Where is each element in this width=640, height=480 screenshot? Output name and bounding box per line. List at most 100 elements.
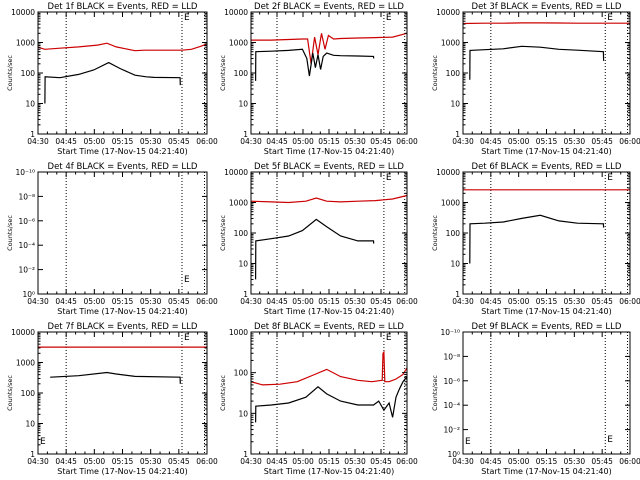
y-axis-label: Counts/sec — [431, 55, 439, 91]
x-axis-label: Start Time (17-Nov-15 04:21:40) — [481, 467, 611, 476]
y-tick-label: 1000 — [229, 199, 248, 208]
y-tick-label: 10⁻¹⁰ — [440, 328, 460, 337]
y-tick-label: 10⁻⁴ — [18, 241, 35, 250]
x-tick-label: 05:30 — [564, 297, 586, 306]
y-axis-label: Counts/sec — [6, 215, 14, 251]
x-axis-label: Start Time (17-Nov-15 04:21:40) — [264, 467, 394, 476]
x-tick-label: 04:45 — [266, 297, 288, 306]
y-tick-label: 10⁻¹⁰ — [15, 168, 35, 177]
y-tick-label: 10 — [238, 260, 248, 269]
x-tick-label: 05:15 — [318, 457, 340, 466]
y-tick-label: 10 — [25, 420, 35, 429]
events-series-line — [44, 61, 181, 104]
x-tick-label: 06:00 — [619, 297, 640, 306]
chart-panel-8: Det 8f BLACK = Events, RED = LLD 1 10 100 10… — [219, 322, 418, 476]
x-tick-label: 04:30 — [240, 137, 262, 146]
y-tick-label: 10 — [25, 100, 35, 109]
y-tick-label: 1000 — [16, 359, 35, 368]
marker-e: E — [607, 435, 613, 445]
y-tick-label: 10 — [450, 100, 460, 109]
x-tick-label: 05:00 — [84, 457, 106, 466]
x-axis-label: Start Time (17-Nov-15 04:21:40) — [57, 467, 187, 476]
y-tick-label: 1 — [455, 290, 460, 299]
chart-panel-9: Det 9f BLACK = Events, RED = LLD 10⁰ 10⁻² 1… — [431, 322, 640, 476]
y-axis-label: Counts/sec — [431, 375, 439, 411]
x-tick-label: 04:30 — [452, 137, 474, 146]
x-tick-label: 05:00 — [292, 137, 314, 146]
x-tick-label: 04:30 — [240, 297, 262, 306]
x-tick-label: 05:30 — [140, 137, 162, 146]
chart-title: Det 9f BLACK = Events, RED = LLD — [472, 322, 622, 332]
x-tick-label: 04:45 — [266, 137, 288, 146]
y-tick-label: 1000 — [441, 199, 460, 208]
y-tick-label: 10⁰ — [447, 450, 460, 459]
x-tick-label: 05:15 — [536, 297, 558, 306]
y-tick-label: 1 — [243, 450, 248, 459]
events-series-line — [49, 371, 181, 384]
y-axis-label: Counts/sec — [219, 55, 227, 91]
x-tick-label: 06:00 — [396, 137, 418, 146]
chart-panel-1: Det 1f BLACK = Events, RED = LLD 1 10 100 10… — [6, 2, 218, 156]
x-tick-label: 06:00 — [619, 137, 640, 146]
y-tick-label: 10 — [238, 100, 248, 109]
marker-e: E — [40, 437, 46, 447]
x-tick-label: 05:30 — [564, 137, 586, 146]
x-tick-label: 04:30 — [452, 457, 474, 466]
chart-panel-5: Det 5f BLACK = Events, RED = LLD 1 10 100 10… — [219, 162, 418, 316]
y-axis-label: Counts/sec — [219, 375, 227, 411]
marker-e: E — [465, 437, 471, 447]
x-tick-label: 05:15 — [536, 137, 558, 146]
events-series-line — [469, 45, 605, 80]
x-tick-label: 05:45 — [168, 297, 190, 306]
chart-panel-7: Det 7f BLACK = Events, RED = LLD 1 10 100 10… — [6, 322, 218, 476]
x-axis-label: Start Time (17-Nov-15 04:21:40) — [57, 307, 187, 316]
x-axis-label: Start Time (17-Nov-15 04:21:40) — [264, 147, 394, 156]
y-tick-label: 1000 — [229, 328, 248, 337]
y-tick-label: 10⁻⁶ — [443, 377, 460, 386]
chart-panel-3: Det 3f BLACK = Events, RED = LLD 1 10 100 10… — [431, 2, 640, 156]
x-tick-label: 06:00 — [196, 457, 218, 466]
chart-panel-4: Det 4f BLACK = Events, RED = LLD 10⁰ 10⁻² 1… — [6, 162, 218, 316]
lld-series-line — [462, 22, 630, 25]
y-tick-label: 10⁰ — [22, 290, 35, 299]
x-tick-label: 05:45 — [168, 137, 190, 146]
y-tick-label: 10000 — [224, 8, 248, 17]
lld-series-line — [250, 32, 408, 64]
chart-title: Det 6f BLACK = Events, RED = LLD — [472, 162, 622, 172]
chart-title: Det 4f BLACK = Events, RED = LLD — [48, 162, 198, 172]
x-axis-label: Start Time (17-Nov-15 04:21:40) — [57, 147, 187, 156]
x-tick-label: 04:30 — [452, 297, 474, 306]
y-tick-label: 10000 — [11, 328, 35, 337]
y-axis-label: Counts/sec — [431, 215, 439, 251]
y-tick-label: 1 — [30, 450, 35, 459]
x-tick-label: 05:45 — [370, 457, 392, 466]
y-tick-label: 10⁻⁸ — [443, 352, 460, 361]
x-tick-label: 05:00 — [84, 297, 106, 306]
y-tick-label: 100 — [21, 389, 36, 398]
y-tick-label: 100 — [446, 229, 461, 238]
x-tick-label: 04:30 — [27, 457, 49, 466]
x-axis-label: Start Time (17-Nov-15 04:21:40) — [264, 307, 394, 316]
marker-e: E — [386, 173, 392, 183]
y-tick-label: 1 — [455, 130, 460, 139]
x-tick-label: 06:00 — [396, 457, 418, 466]
x-tick-label: 05:00 — [508, 457, 530, 466]
x-tick-label: 05:30 — [344, 457, 366, 466]
y-tick-label: 10000 — [11, 8, 35, 17]
y-axis-label: Counts/sec — [6, 55, 14, 91]
chart-title: Det 1f BLACK = Events, RED = LLD — [48, 2, 198, 12]
chart-title: Det 2f BLACK = Events, RED = LLD — [254, 2, 404, 12]
x-tick-label: 04:45 — [55, 457, 77, 466]
chart-panel-2: Det 2f BLACK = Events, RED = LLD 1 10 100 10… — [219, 2, 418, 156]
y-tick-label: 10 — [450, 260, 460, 269]
x-tick-label: 05:00 — [508, 137, 530, 146]
x-tick-label: 05:45 — [370, 137, 392, 146]
x-tick-label: 04:45 — [480, 457, 502, 466]
y-tick-label: 10 — [238, 409, 248, 418]
x-tick-label: 05:45 — [591, 137, 613, 146]
lld-series-line — [250, 350, 408, 386]
chart-title: Det 8f BLACK = Events, RED = LLD — [254, 322, 404, 332]
x-tick-label: 05:00 — [508, 297, 530, 306]
y-tick-label: 1000 — [229, 39, 248, 48]
chart-panel-6: Det 6f BLACK = Events, RED = LLD 1 10 100 10… — [431, 162, 640, 316]
